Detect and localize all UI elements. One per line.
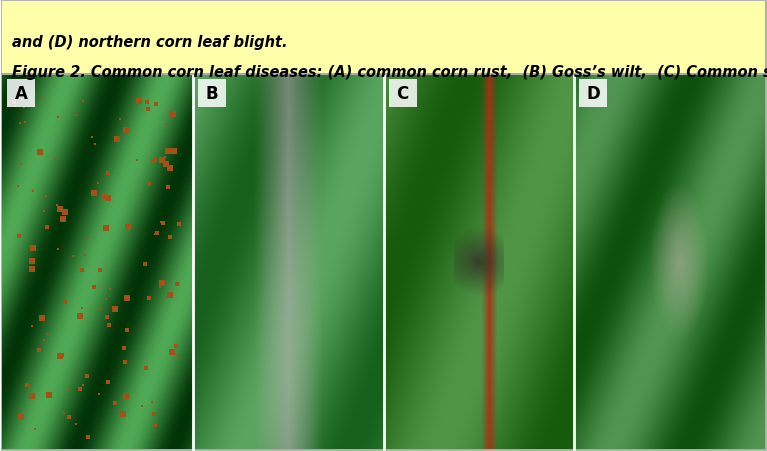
Bar bbox=[198, 80, 225, 108]
Text: Figure 2. Common corn leaf diseases: (A) common corn rust,  (B) Goss’s wilt,  (C: Figure 2. Common corn leaf diseases: (A)… bbox=[12, 65, 767, 80]
Bar bbox=[7, 80, 35, 108]
Text: B: B bbox=[206, 85, 218, 103]
Text: A: A bbox=[15, 85, 28, 103]
Text: C: C bbox=[397, 85, 409, 103]
Bar bbox=[389, 80, 416, 108]
Bar bbox=[2, 2, 765, 75]
Bar bbox=[579, 80, 607, 108]
Text: and (D) northern corn leaf blight.: and (D) northern corn leaf blight. bbox=[12, 35, 288, 50]
Text: D: D bbox=[587, 85, 600, 103]
